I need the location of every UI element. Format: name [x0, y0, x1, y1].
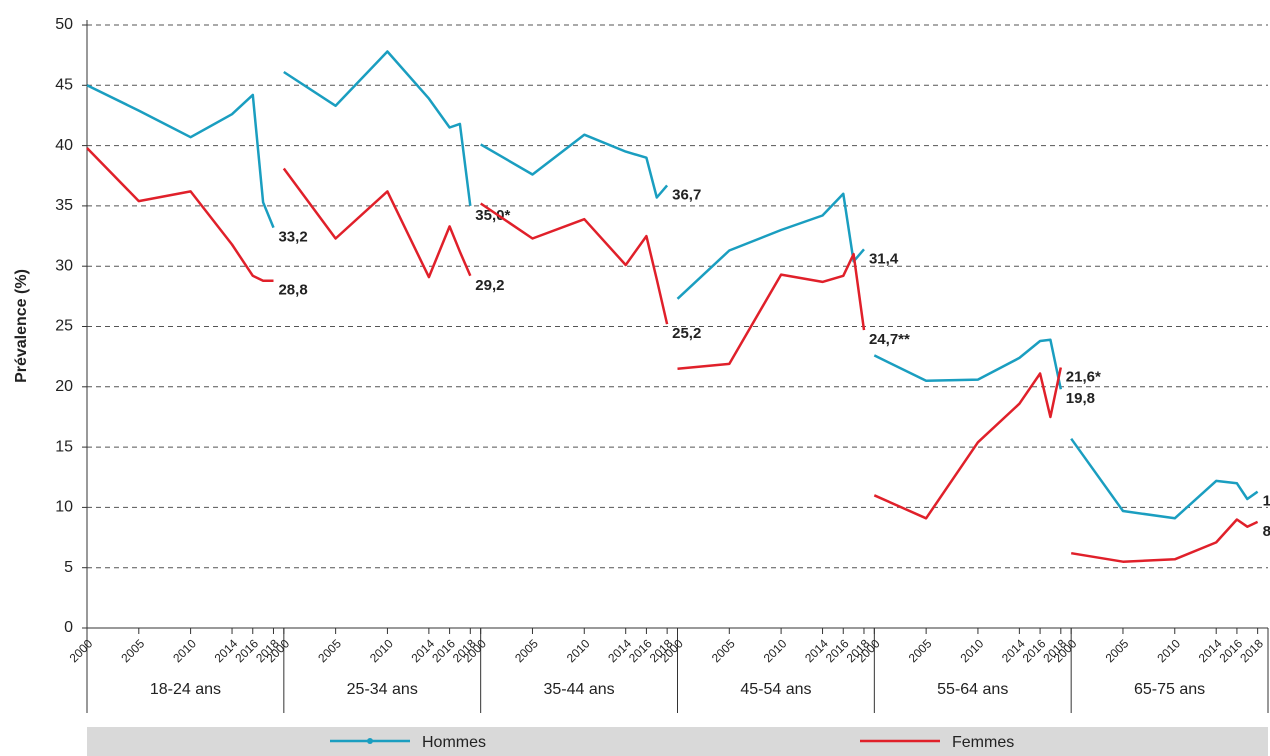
series-line: [480, 202, 669, 325]
value-label: 24,7**: [869, 331, 910, 348]
group-label: 65-75 ans: [1134, 681, 1205, 698]
x-tick-label: 2010: [761, 636, 790, 665]
y-axis-label: Prévalence (%): [13, 269, 30, 383]
y-tick-label: 40: [55, 137, 73, 154]
value-label: 11,3: [1263, 493, 1270, 510]
x-tick-label: 2005: [709, 636, 738, 665]
y-tick-label: 5: [64, 559, 73, 576]
value-label: 35,0*: [475, 207, 510, 224]
group-label: 18-24 ans: [150, 681, 221, 698]
series-line: [480, 133, 669, 199]
value-label: 36,7: [672, 186, 701, 203]
y-tick-label: 15: [55, 438, 73, 455]
group-label: 25-34 ans: [347, 681, 418, 698]
value-label: 19,8: [1066, 390, 1095, 407]
x-tick-label: 2010: [958, 636, 987, 665]
series-line: [1070, 518, 1259, 563]
series-line: [282, 167, 472, 279]
y-tick-label: 20: [55, 378, 73, 395]
x-tick-label: 2010: [170, 636, 199, 665]
y-tick-label: 25: [55, 318, 73, 335]
value-label: 21,6*: [1066, 368, 1101, 385]
x-tick-label: 2010: [564, 636, 593, 665]
y-tick-label: 0: [64, 619, 73, 636]
legend-background: [87, 727, 1268, 756]
group-label: 35-44 ans: [543, 681, 614, 698]
value-label: 25,2: [672, 325, 701, 342]
x-tick-label: 2005: [1103, 636, 1132, 665]
legend-marker: [367, 738, 373, 744]
series-line: [86, 84, 275, 229]
x-tick-label: 2010: [1154, 636, 1183, 665]
y-tick-label: 35: [55, 197, 73, 214]
y-tick-label: 50: [55, 16, 73, 33]
y-tick-label: 10: [55, 499, 73, 516]
x-tick-label: 2000: [67, 636, 96, 665]
series-line: [1070, 437, 1259, 520]
legend-label: Femmes: [952, 734, 1014, 751]
value-label: 8,8: [1263, 523, 1270, 540]
x-tick-label: 2005: [906, 636, 935, 665]
x-tick-label: 2005: [512, 636, 541, 665]
x-tick-label: 2010: [367, 636, 396, 665]
series-line: [873, 367, 1063, 520]
y-tick-label: 30: [55, 257, 73, 274]
x-tick-label: 2005: [315, 636, 344, 665]
group-label: 45-54 ans: [740, 681, 811, 698]
series-line: [873, 338, 1063, 390]
series-line: [283, 50, 472, 207]
series-line: [677, 252, 866, 370]
group-label: 55-64 ans: [937, 681, 1008, 698]
value-label: 29,2: [475, 277, 504, 294]
value-label: 28,8: [278, 282, 307, 299]
x-tick-label: 2018: [1237, 636, 1266, 665]
value-label: 31,4: [869, 250, 899, 267]
y-tick-label: 45: [55, 77, 73, 94]
x-tick-label: 2005: [118, 636, 147, 665]
series-line: [86, 147, 274, 282]
legend-label: Hommes: [422, 734, 486, 751]
series-line: [676, 192, 865, 300]
value-label: 33,2: [278, 229, 307, 246]
